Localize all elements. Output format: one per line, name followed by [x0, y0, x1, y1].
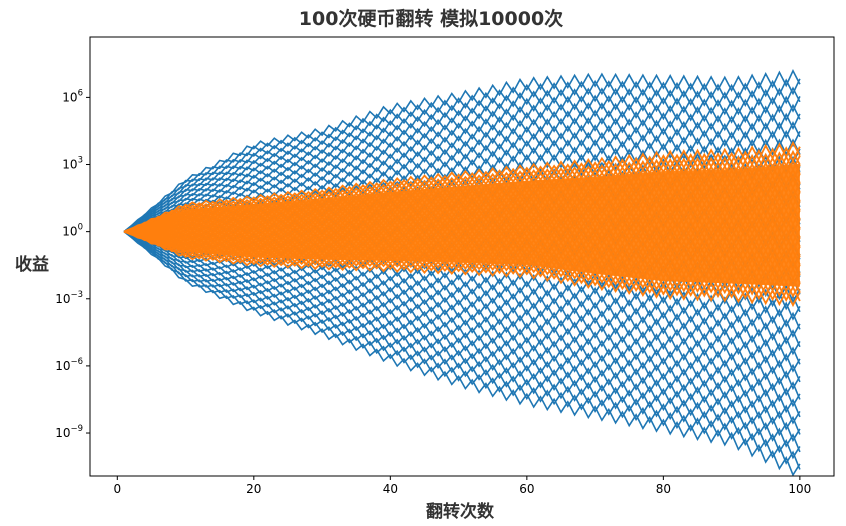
blue-path — [123, 230, 801, 400]
blue-path — [123, 124, 801, 233]
blue-path — [123, 230, 801, 470]
orange-path — [123, 149, 801, 233]
x-tick-label: 20 — [246, 482, 261, 496]
y-tick-label: 10−6 — [55, 357, 83, 373]
series-central-band — [123, 140, 801, 308]
blue-path — [123, 102, 801, 233]
y-tick-label: 106 — [62, 88, 83, 104]
blue-path — [123, 78, 801, 233]
orange-band-core — [124, 163, 800, 287]
y-tick-label: 100 — [62, 223, 83, 239]
x-tick-label: 80 — [656, 482, 671, 496]
blue-path — [123, 230, 801, 391]
x-axis-label: 翻转次数 — [426, 501, 495, 522]
blue-path — [123, 94, 801, 233]
y-tick-label: 10−9 — [55, 424, 83, 440]
blue-path — [123, 230, 801, 425]
y-axis: 106 103 100 10−3 10−6 10−9 — [55, 88, 90, 440]
orange-path — [123, 230, 801, 308]
x-tick-label: 40 — [383, 482, 398, 496]
blue-path — [123, 230, 801, 476]
blue-path — [123, 230, 801, 435]
x-tick-label: 60 — [519, 482, 534, 496]
blue-path — [123, 230, 801, 460]
blue-path — [123, 109, 801, 233]
blue-path — [123, 230, 801, 453]
orange-path — [123, 230, 801, 299]
plot-frame — [89, 36, 835, 477]
y-axis-label: 收益 — [15, 254, 49, 275]
x-tick-label: 0 — [113, 482, 121, 496]
blue-path — [123, 68, 801, 233]
orange-path — [123, 230, 801, 303]
orange-path — [123, 155, 801, 233]
blue-path — [123, 230, 801, 383]
blue-path — [123, 86, 801, 233]
blue-path — [123, 131, 801, 233]
blue-path — [123, 230, 801, 408]
x-tick-label: 100 — [788, 482, 811, 496]
orange-path — [123, 140, 801, 233]
orange-path — [123, 146, 801, 233]
blue-path — [123, 138, 801, 233]
blue-path — [123, 230, 801, 418]
blue-path — [123, 230, 801, 373]
x-axis: 0 20 40 60 80 100 — [113, 476, 811, 496]
chart-title: 100次硬币翻转 模拟10000次 — [299, 7, 563, 30]
y-tick-label: 103 — [62, 156, 83, 172]
blue-path — [123, 230, 801, 443]
blue-path — [123, 117, 801, 233]
y-tick-label: 10−3 — [55, 290, 83, 306]
